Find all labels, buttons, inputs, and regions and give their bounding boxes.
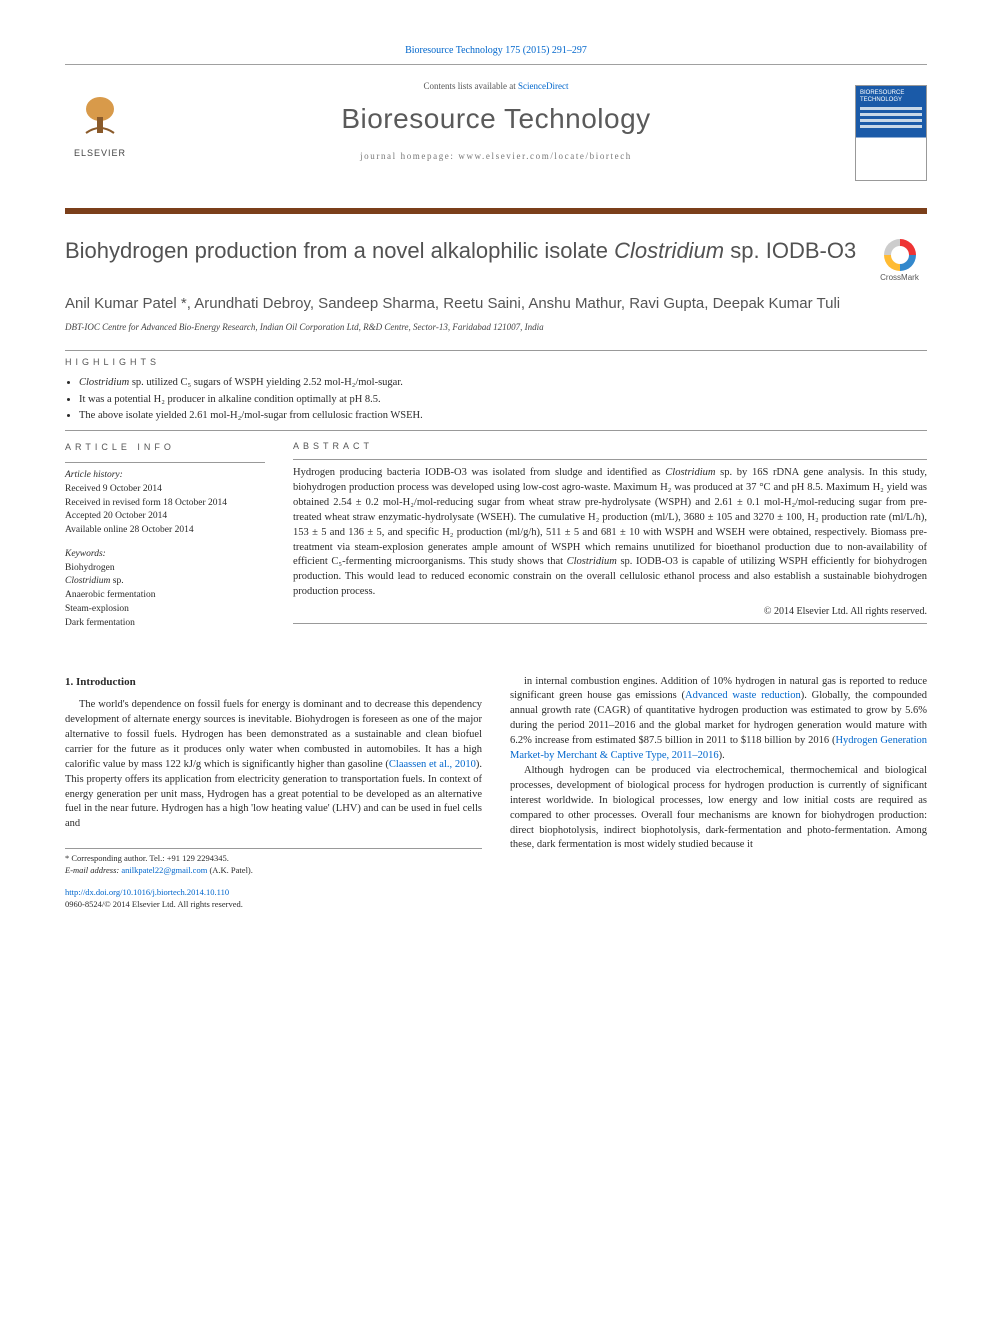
abs-a: Hydrogen producing bacteria IODB-O3 was …: [293, 467, 665, 478]
article-info-column: ARTICLE INFO Article history: Received 9…: [65, 437, 265, 640]
citation-text[interactable]: Bioresource Technology 175 (2015) 291–29…: [405, 45, 587, 56]
abs-ital2: Clostridium: [567, 556, 617, 567]
title-part-b: sp. IODB-O3: [724, 238, 856, 263]
history-line: Received in revised form 18 October 2014: [65, 497, 265, 511]
authors-text: Anil Kumar Patel *, Arundhati Debroy, Sa…: [65, 295, 840, 312]
cover-thumb-bars: [856, 103, 926, 135]
doi-block: http://dx.doi.org/10.1016/j.biortech.201…: [65, 887, 482, 911]
sciencedirect-link[interactable]: ScienceDirect: [518, 81, 568, 91]
authors-list: Anil Kumar Patel *, Arundhati Debroy, Sa…: [65, 294, 927, 314]
contents-prefix: Contents lists available at: [424, 81, 518, 91]
keyword: Anaerobic fermentation: [65, 589, 265, 603]
p2-c: ).: [719, 750, 725, 761]
body-columns: 1. Introduction The world's dependence o…: [65, 675, 927, 911]
citation-link[interactable]: Claassen et al., 2010: [389, 759, 476, 770]
citation-link[interactable]: Advanced waste reduction: [685, 690, 801, 701]
history-line: Received 9 October 2014: [65, 483, 265, 497]
abstract-text: Hydrogen producing bacteria IODB-O3 was …: [293, 466, 927, 600]
history-line: Accepted 20 October 2014: [65, 510, 265, 524]
contents-line: Contents lists available at ScienceDirec…: [65, 81, 927, 91]
affiliation: DBT-IOC Centre for Advanced Bio-Energy R…: [65, 322, 927, 332]
kw2-rest: sp.: [110, 576, 123, 586]
crossmark-badge[interactable]: CrossMark: [872, 239, 927, 282]
citation-bar: Bioresource Technology 175 (2015) 291–29…: [65, 45, 927, 56]
intro-heading: 1. Introduction: [65, 675, 482, 691]
artinfo-heading: ARTICLE INFO: [65, 441, 265, 454]
doi-link[interactable]: http://dx.doi.org/10.1016/j.biortech.201…: [65, 887, 229, 897]
keyword: Biohydrogen: [65, 562, 265, 576]
abs-ital1: Clostridium: [665, 467, 715, 478]
abs-b: sp. by 16S rDNA gene analysis. In this s…: [293, 467, 927, 567]
divider: [65, 350, 927, 351]
publisher-name: ELSEVIER: [65, 148, 135, 158]
journal-cover-thumb[interactable]: BIORESOURCE TECHNOLOGY: [855, 85, 927, 181]
title-italic: Clostridium: [614, 238, 724, 263]
homepage-line[interactable]: journal homepage: www.elsevier.com/locat…: [65, 151, 927, 161]
kw2-ital: Clostridium: [65, 576, 110, 586]
title-part-a: Biohydrogen production from a novel alka…: [65, 238, 614, 263]
intro-paragraph: in internal combustion engines. Addition…: [510, 675, 927, 764]
hl1-rest: sp. utilized C₅ sugars of WSPH yielding …: [129, 377, 403, 388]
body-col-right: in internal combustion engines. Addition…: [510, 675, 927, 911]
hl1-ital: Clostridium: [79, 377, 129, 388]
elsevier-tree-icon: [76, 93, 124, 141]
article-title: Biohydrogen production from a novel alka…: [65, 237, 860, 265]
publisher-logo[interactable]: ELSEVIER: [65, 93, 135, 158]
highlight-item: The above isolate yielded 2.61 mol-H₂/mo…: [79, 408, 927, 424]
copyright-line: © 2014 Elsevier Ltd. All rights reserved…: [293, 606, 927, 617]
divider: [65, 430, 927, 431]
crossmark-icon: [884, 239, 916, 271]
body-col-left: 1. Introduction The world's dependence o…: [65, 675, 482, 911]
highlights-list: Clostridium sp. utilized C₅ sugars of WS…: [65, 375, 927, 424]
cover-thumb-title: BIORESOURCE TECHNOLOGY: [856, 86, 926, 103]
keyword: Steam-explosion: [65, 603, 265, 617]
abstract-heading: ABSTRACT: [293, 441, 927, 451]
header-accent-bar: [65, 208, 927, 214]
email-suffix: (A.K. Patel).: [207, 865, 253, 875]
divider: [293, 623, 927, 624]
journal-header: ELSEVIER BIORESOURCE TECHNOLOGY Contents…: [65, 64, 927, 209]
keywords-head: Keywords:: [65, 548, 265, 562]
intro-paragraph: Although hydrogen can be produced via el…: [510, 764, 927, 853]
highlight-item: It was a potential H₂ producer in alkali…: [79, 392, 927, 408]
corresponding-author-footnote: * Corresponding author. Tel.: +91 129 22…: [65, 848, 482, 877]
history-line: Available online 28 October 2014: [65, 524, 265, 538]
corr-label: * Corresponding author. Tel.: +91 129 22…: [65, 853, 482, 865]
highlight-item: Clostridium sp. utilized C₅ sugars of WS…: [79, 375, 927, 391]
abstract-column: ABSTRACT Hydrogen producing bacteria IOD…: [293, 437, 927, 640]
intro-paragraph: The world's dependence on fossil fuels f…: [65, 698, 482, 832]
email-link[interactable]: anilkpatel22@gmail.com: [121, 865, 207, 875]
divider: [65, 462, 265, 463]
divider: [293, 459, 927, 460]
history-head: Article history:: [65, 469, 265, 483]
keyword: Dark fermentation: [65, 617, 265, 631]
highlights-heading: HIGHLIGHTS: [65, 357, 927, 367]
crossmark-label: CrossMark: [880, 273, 919, 282]
email-label: E-mail address:: [65, 865, 119, 875]
keyword: Clostridium sp.: [65, 575, 265, 589]
journal-name: Bioresource Technology: [65, 103, 927, 135]
issn-line: 0960-8524/© 2014 Elsevier Ltd. All right…: [65, 899, 243, 909]
